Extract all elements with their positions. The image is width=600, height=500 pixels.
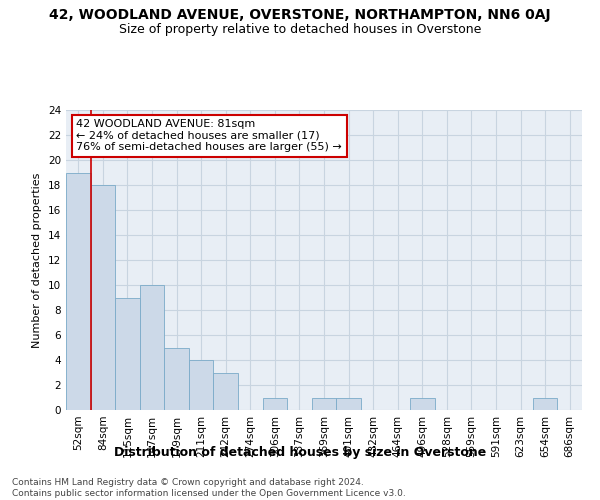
Bar — [140, 285, 164, 410]
Text: 42, WOODLAND AVENUE, OVERSTONE, NORTHAMPTON, NN6 0AJ: 42, WOODLAND AVENUE, OVERSTONE, NORTHAMP… — [49, 8, 551, 22]
Bar — [312, 398, 336, 410]
Text: Distribution of detached houses by size in Overstone: Distribution of detached houses by size … — [114, 446, 486, 459]
Bar — [115, 298, 140, 410]
Bar — [214, 372, 238, 410]
Bar — [91, 185, 115, 410]
Bar — [189, 360, 214, 410]
Text: Contains HM Land Registry data © Crown copyright and database right 2024.
Contai: Contains HM Land Registry data © Crown c… — [12, 478, 406, 498]
Bar — [263, 398, 287, 410]
Bar — [66, 172, 91, 410]
Text: 42 WOODLAND AVENUE: 81sqm
← 24% of detached houses are smaller (17)
76% of semi-: 42 WOODLAND AVENUE: 81sqm ← 24% of detac… — [76, 119, 342, 152]
Bar — [533, 398, 557, 410]
Bar — [164, 348, 189, 410]
Bar — [410, 398, 434, 410]
Bar — [336, 398, 361, 410]
Y-axis label: Number of detached properties: Number of detached properties — [32, 172, 43, 348]
Text: Size of property relative to detached houses in Overstone: Size of property relative to detached ho… — [119, 22, 481, 36]
